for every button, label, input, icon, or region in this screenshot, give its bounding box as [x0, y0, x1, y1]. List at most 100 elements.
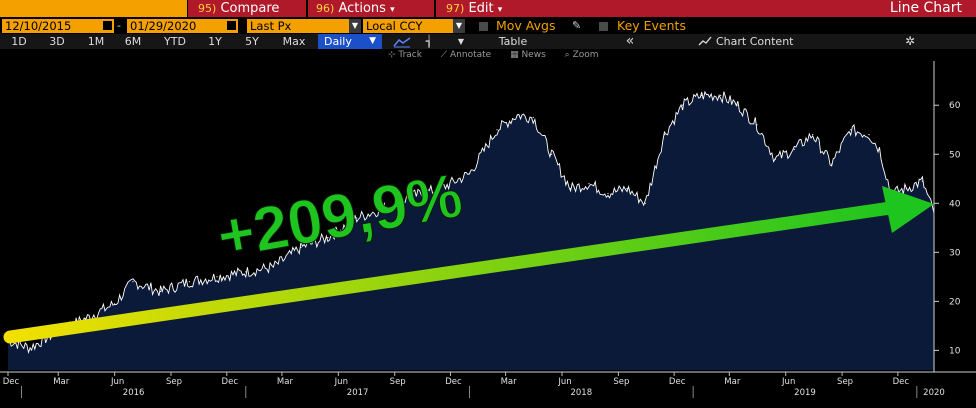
chevron-down-icon[interactable]: ▼ — [349, 19, 361, 33]
chart-content-button[interactable]: Chart Content — [716, 35, 794, 48]
data-point — [356, 217, 358, 219]
trend-arrow-head — [882, 186, 934, 233]
data-point — [756, 124, 758, 126]
news-label: News — [521, 50, 546, 60]
trend-arrow-shaft — [3, 201, 897, 344]
x-tick-label: Mar — [53, 377, 70, 387]
compare-number: 95) — [198, 2, 217, 15]
data-point — [272, 266, 274, 268]
data-point — [327, 237, 329, 239]
period-1d[interactable]: 1D — [11, 35, 27, 48]
field-value: Last Px — [250, 19, 292, 33]
start-date: 12/10/2015 — [5, 19, 72, 33]
start-date-field[interactable]: 12/10/2015 — [2, 19, 114, 33]
gear-icon[interactable]: ✲ — [904, 34, 916, 48]
x-tick-label: Dec — [669, 377, 686, 387]
security-field[interactable] — [0, 0, 187, 17]
year-label: 2016 — [123, 388, 145, 398]
chevron-down-icon: ▼ — [369, 36, 376, 46]
data-point — [878, 148, 881, 150]
mov-avgs-checkbox[interactable] — [479, 22, 488, 31]
price-line — [7, 90, 935, 355]
data-point — [850, 129, 852, 131]
pencil-icon[interactable]: ✎ — [572, 19, 582, 32]
data-point — [85, 317, 87, 320]
period-1m[interactable]: 1M — [87, 35, 105, 48]
actions-menu[interactable]: 96) Actions ▾ — [308, 0, 434, 17]
data-point — [114, 303, 116, 305]
x-tick-label: Sep — [390, 377, 406, 387]
period-max[interactable]: Max — [282, 35, 306, 48]
currency-select[interactable]: Local CCY — [363, 19, 453, 33]
y-tick-label: 20 — [949, 297, 961, 307]
compare-label: Compare — [220, 1, 280, 16]
data-point — [440, 188, 442, 190]
data-point — [663, 134, 666, 136]
x-tick-label: Sep — [613, 377, 629, 387]
bar-chart-icon[interactable]: ┪ — [425, 35, 433, 48]
y-tick-label: 10 — [949, 346, 961, 356]
year-label: 2018 — [570, 388, 592, 398]
data-point — [793, 148, 795, 150]
key-events-checkbox[interactable] — [599, 22, 608, 31]
data-point — [551, 153, 553, 155]
data-point — [905, 188, 908, 190]
settings-toolbar: 12/10/2015 - 01/29/2020 Last Px ▼ Local … — [0, 18, 976, 34]
trend-arrow — [3, 186, 934, 344]
frequency-select[interactable]: Daily ▼ — [318, 34, 382, 49]
field-select[interactable]: Last Px — [247, 19, 349, 33]
chevron-down-icon[interactable]: ▼ — [457, 37, 465, 46]
track-tool[interactable]: ⊹ Track — [388, 50, 422, 60]
currency-value: Local CCY — [366, 19, 423, 33]
x-tick-label: Dec — [893, 377, 910, 387]
data-point — [737, 104, 739, 106]
x-tick-label: Dec — [3, 377, 20, 387]
data-point — [412, 195, 414, 197]
y-tick-label: 40 — [949, 199, 961, 209]
period-3d[interactable]: 3D — [49, 35, 65, 48]
x-tick-label: Mar — [724, 377, 741, 387]
table-button[interactable]: Table — [498, 35, 528, 48]
news-tool[interactable]: ▦ News — [510, 50, 546, 60]
period-1y[interactable]: 1Y — [208, 35, 222, 48]
data-point — [570, 188, 572, 190]
period-6m[interactable]: 6M — [124, 35, 142, 48]
data-point — [682, 104, 684, 106]
data-point — [588, 183, 590, 185]
collapse-button[interactable]: « — [625, 33, 635, 49]
actions-label: Actions — [338, 1, 386, 16]
zoom-tool[interactable]: ⌕ Zoom — [564, 50, 599, 60]
year-label: 2019 — [794, 388, 816, 398]
period-ytd[interactable]: YTD — [164, 35, 186, 48]
calendar-icon[interactable] — [227, 21, 236, 30]
zoom-label: Zoom — [572, 50, 599, 60]
edit-label: Edit — [468, 1, 494, 16]
x-tick-label: Jun — [110, 377, 124, 387]
annotate-tool[interactable]: ⟋ Annotate — [440, 50, 492, 60]
calendar-icon[interactable] — [103, 21, 112, 30]
end-date: 01/29/2020 — [130, 19, 197, 33]
annotate-label: Annotate — [450, 50, 492, 60]
mov-avgs-label[interactable]: Mov Avgs — [496, 18, 556, 33]
y-axis-panel — [934, 61, 976, 371]
line-chart-icon[interactable] — [390, 34, 414, 49]
period-toolbar: 1D 3D 1M 6M YTD 1Y 5Y Max Daily ▼ ┪ ▼ Ta… — [0, 34, 976, 49]
data-point — [921, 180, 924, 182]
data-point — [188, 281, 190, 283]
data-point — [607, 192, 609, 195]
period-5y[interactable]: 5Y — [245, 35, 259, 48]
x-tick-label: Mar — [501, 377, 518, 387]
year-label: 2020 — [923, 388, 945, 398]
x-tick-label: Dec — [445, 377, 462, 387]
y-tick-label: 30 — [949, 248, 961, 258]
edit-menu[interactable]: 97) Edit ▾ Line Chart — [436, 0, 976, 17]
key-events-label[interactable]: Key Events — [617, 18, 686, 33]
chevron-down-icon[interactable]: ▼ — [453, 19, 465, 33]
actions-number: 96) — [316, 2, 335, 15]
compare-button[interactable]: 95) Compare — [188, 0, 306, 17]
end-date-field[interactable]: 01/29/2020 — [127, 19, 238, 33]
chart-content-icon — [697, 34, 713, 49]
data-point — [831, 163, 833, 165]
data-point — [720, 94, 722, 96]
